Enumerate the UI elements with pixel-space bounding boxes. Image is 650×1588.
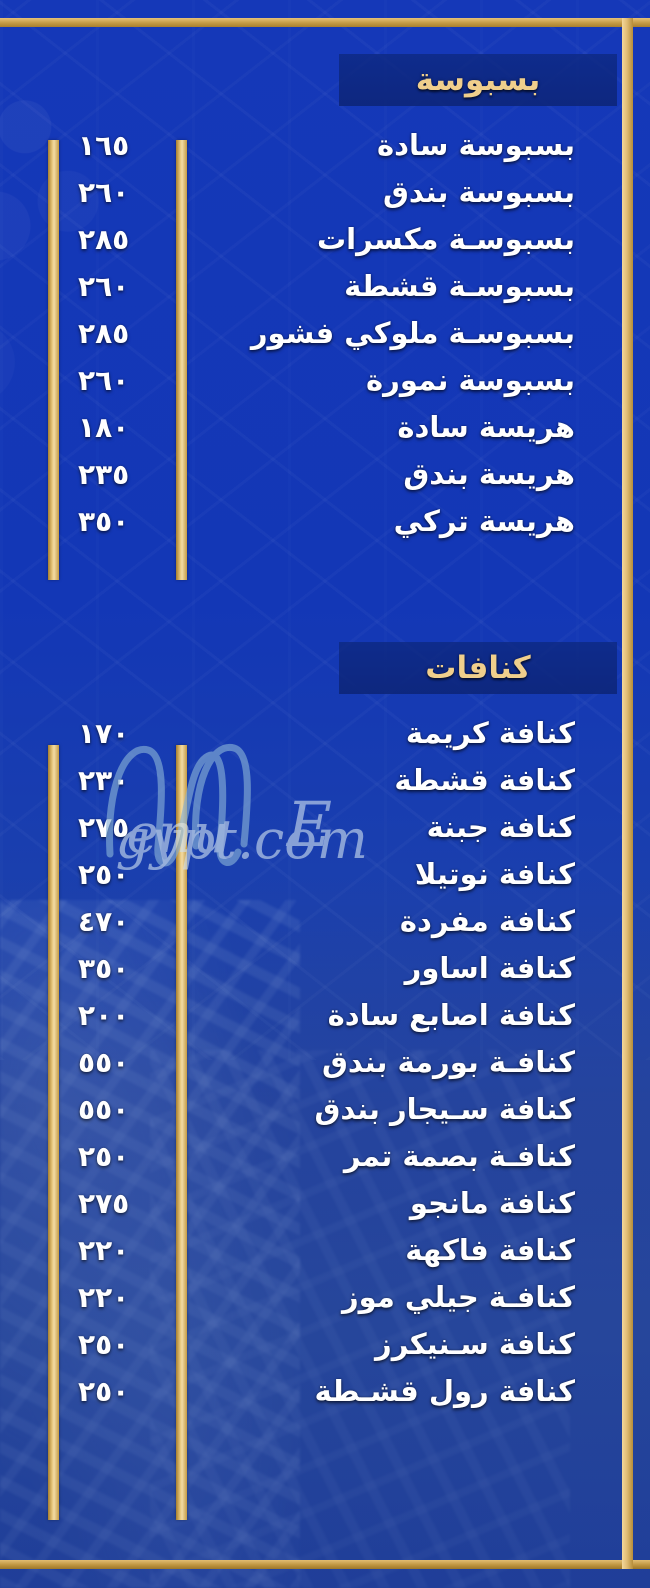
menu-item-name: كنافة قشطة	[394, 763, 575, 797]
menu-item-price: ٢٦٠	[78, 175, 130, 209]
menu-item-name: كنافة اساور	[404, 951, 575, 985]
menu-item-row: كنافة سـنيكرز ٢٥٠	[0, 1321, 650, 1368]
menu-item-name: كنافـة بصمة تمر	[343, 1139, 575, 1173]
menu-item-row: كنافـة بورمة بندق ٥٥٠	[0, 1039, 650, 1086]
section-title-band: كنافات	[339, 642, 617, 694]
menu-item-price: ٢٧٥	[78, 810, 130, 844]
menu-item-row: هريسة بندق ٢٣٥	[0, 451, 650, 498]
menu-item-row: كنافة اصابع سادة ٢٠٠	[0, 992, 650, 1039]
menu-item-price: ٢٥٠	[78, 1139, 130, 1173]
menu-item-price: ٢٢٠	[78, 1280, 130, 1314]
menu-item-row: كنافة جبنة ٢٧٥	[0, 804, 650, 851]
menu-item-price: ٢٣٠	[78, 763, 130, 797]
menu-section-kunafa: كنافات كنافة كريمة ١٧٠ كنافة قشطة ٢٣٠ كنافة …	[0, 642, 650, 1415]
menu-item-row: كنافـة بصمة تمر ٢٥٠	[0, 1133, 650, 1180]
menu-item-name: بسبوسة بندق	[382, 175, 575, 209]
section-title-band: بسبوسة	[339, 54, 617, 106]
price-divider-bar	[176, 140, 187, 580]
menu-item-row: كنافة قشطة ٢٣٠	[0, 757, 650, 804]
stone-texture-secondary	[150, 1050, 570, 1588]
frame-border-top	[0, 18, 650, 27]
menu-item-name: كنافـة بورمة بندق	[322, 1045, 575, 1079]
menu-item-name: بسبوسـة قشطة	[344, 269, 575, 303]
menu-item-price: ٤٧٠	[78, 904, 130, 938]
menu-item-name: هريسة بندق	[403, 457, 575, 491]
frame-border-right	[622, 18, 633, 1569]
menu-item-list: كنافة كريمة ١٧٠ كنافة قشطة ٢٣٠ كنافة جبنة ٢٧٥…	[0, 710, 650, 1415]
menu-item-name: كنافة فاكهة	[405, 1233, 575, 1267]
menu-item-list: بسبوسة سادة ١٦٥ بسبوسة بندق ٢٦٠ بسبوسـة مكسر…	[0, 122, 650, 545]
price-divider-bar	[176, 745, 187, 1520]
frame-border-bottom	[0, 1560, 650, 1569]
menu-item-price: ٢٧٥	[78, 1186, 130, 1220]
menu-item-price: ٢٦٠	[78, 363, 130, 397]
menu-item-name: بسبوسة سادة	[376, 128, 575, 162]
menu-item-price: ٢٢٠	[78, 1233, 130, 1267]
menu-item-name: بسبوسـة ملوكي فشور	[250, 316, 575, 350]
menu-item-row: كنافة كريمة ١٧٠	[0, 710, 650, 757]
menu-item-name: كنافة اصابع سادة	[327, 998, 575, 1032]
menu-item-price: ٢٣٥	[78, 457, 130, 491]
menu-item-price: ١٦٥	[78, 128, 130, 162]
menu-item-price: ٢٠٠	[78, 998, 130, 1032]
geometric-pattern-icon	[0, 0, 650, 1060]
menu-item-row: بسبوسة نمورة ٢٦٠	[0, 357, 650, 404]
section-title: كنافات	[425, 649, 531, 686]
menu-item-price: ٣٥٠	[78, 504, 130, 538]
price-divider-bar	[48, 140, 59, 580]
menu-item-price: ١٨٠	[78, 410, 130, 444]
menu-item-name: هريسة تركي	[393, 504, 575, 538]
menu-item-price: ٢٦٠	[78, 269, 130, 303]
menu-item-price: ٢٥٠	[78, 1327, 130, 1361]
menu-section-basbousa: بسبوسة بسبوسة سادة ١٦٥ بسبوسة بندق ٢٦٠ بسبوس…	[0, 54, 650, 545]
menu-item-price: ٥٥٠	[78, 1092, 130, 1126]
menu-item-price: ١٧٠	[78, 716, 130, 750]
menu-item-name: كنافة مانجو	[409, 1186, 575, 1220]
menu-item-name: هريسة سادة	[397, 410, 575, 444]
menu-item-name: كنافة جبنة	[426, 810, 575, 844]
menu-item-row: كنافة فاكهة ٢٢٠	[0, 1227, 650, 1274]
menu-item-price: ٢٨٥	[78, 222, 130, 256]
menu-item-price: ٢٥٠	[78, 857, 130, 891]
menu-item-price: ٢٥٠	[78, 1374, 130, 1408]
menu-item-row: بسبوسـة ملوكي فشور ٢٨٥	[0, 310, 650, 357]
menu-item-row: بسبوسـة قشطة ٢٦٠	[0, 263, 650, 310]
menu-item-price: ٥٥٠	[78, 1045, 130, 1079]
menu-item-name: بسبوسة نمورة	[366, 363, 575, 397]
menu-item-row: هريسة سادة ١٨٠	[0, 404, 650, 451]
menu-item-row: كنافة مفردة ٤٧٠	[0, 898, 650, 945]
menu-item-name: كنافة نوتيلا	[414, 857, 575, 891]
menu-item-name: كنافة رول قشـطة	[314, 1374, 576, 1408]
menu-item-name: بسبوسـة مكسرات	[317, 222, 575, 256]
menu-item-row: بسبوسة سادة ١٦٥	[0, 122, 650, 169]
price-divider-bar	[48, 745, 59, 1520]
menu-item-name: كنافة سـيجار بندق	[314, 1092, 575, 1126]
menu-item-row: كنافة رول قشـطة ٢٥٠	[0, 1368, 650, 1415]
menu-item-row: كنافة سـيجار بندق ٥٥٠	[0, 1086, 650, 1133]
menu-item-price: ٣٥٠	[78, 951, 130, 985]
menu-item-price: ٢٨٥	[78, 316, 130, 350]
menu-item-row: كنافة مانجو ٢٧٥	[0, 1180, 650, 1227]
menu-item-row: كنافـة جيلي موز ٢٢٠	[0, 1274, 650, 1321]
menu-item-name: كنافة مفردة	[399, 904, 575, 938]
menu-item-row: بسبوسـة مكسرات ٢٨٥	[0, 216, 650, 263]
menu-item-name: كنافة كريمة	[405, 716, 575, 750]
menu-item-row: كنافة نوتيلا ٢٥٠	[0, 851, 650, 898]
menu-item-row: هريسة تركي ٣٥٠	[0, 498, 650, 545]
menu-item-name: كنافة سـنيكرز	[375, 1327, 575, 1361]
section-title: بسبوسة	[415, 61, 541, 98]
menu-item-row: كنافة اساور ٣٥٠	[0, 945, 650, 992]
menu-item-name: كنافـة جيلي موز	[341, 1280, 575, 1314]
menu-item-row: بسبوسة بندق ٢٦٠	[0, 169, 650, 216]
